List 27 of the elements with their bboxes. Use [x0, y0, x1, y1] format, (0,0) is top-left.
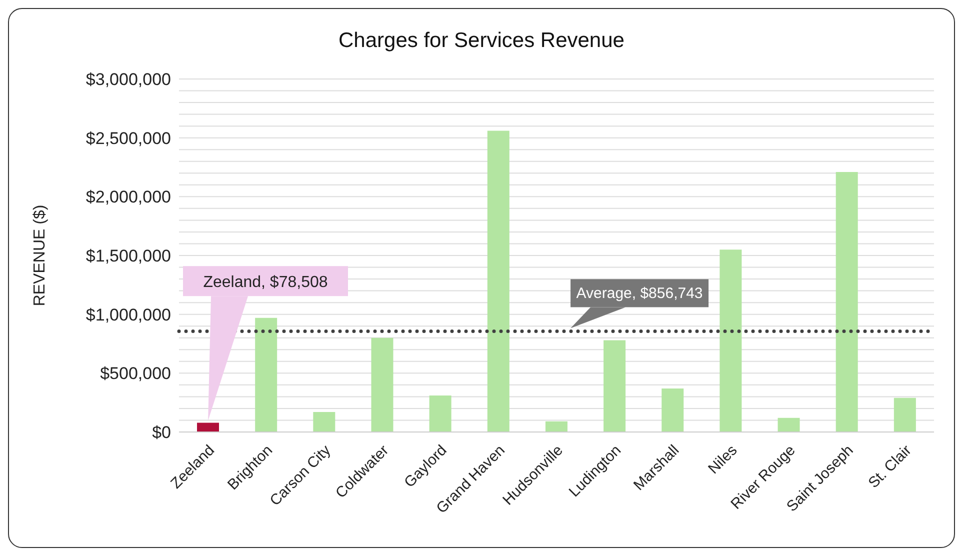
bar [720, 250, 742, 432]
callout: Average, $856,743 [570, 279, 709, 328]
callout: Zeeland, $78,508 [183, 266, 348, 421]
bar [545, 421, 568, 432]
y-tick-label: $2,500,000 [86, 128, 171, 148]
y-tick-label: $1,000,000 [86, 305, 171, 324]
ref-line-label: Average, $856,743 [576, 285, 703, 302]
y-tick-label: $1,500,000 [86, 246, 171, 266]
bar [778, 418, 800, 432]
bar [487, 130, 510, 432]
bar [836, 172, 858, 432]
bar [429, 396, 452, 432]
y-tick-label: $2,000,000 [86, 188, 171, 207]
data-label: Zeeland, $78,508 [203, 274, 328, 292]
bar [313, 412, 336, 432]
y-tick-label: $0 [152, 423, 171, 442]
y-tick-label: $500,000 [100, 364, 171, 384]
bar [371, 338, 394, 432]
bar [197, 422, 220, 432]
y-axis-title: REVENUE ($) [32, 204, 49, 306]
bar [604, 340, 626, 432]
x-tick-label: St. Clair [865, 442, 915, 492]
bar [255, 318, 278, 432]
y-tick-label: $3,000,000 [86, 70, 171, 90]
bar [894, 398, 916, 432]
bar [662, 388, 684, 432]
chart-title: Charges for Services Revenue [338, 29, 626, 53]
